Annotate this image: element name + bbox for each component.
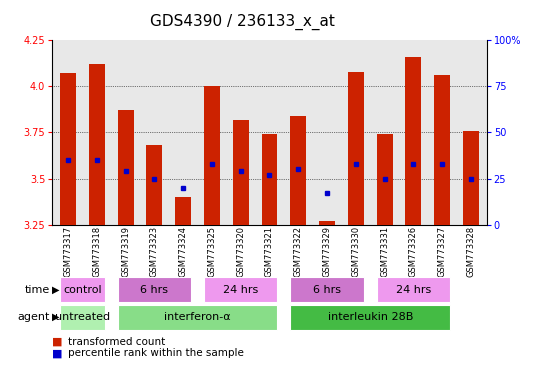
Bar: [405, 57, 421, 225]
Bar: [175, 197, 191, 225]
Text: GDS4390 / 236133_x_at: GDS4390 / 236133_x_at: [150, 13, 334, 30]
Text: ▶: ▶: [52, 285, 59, 295]
Bar: [204, 277, 277, 302]
Bar: [463, 131, 479, 225]
Bar: [290, 116, 306, 225]
Bar: [118, 305, 277, 330]
Bar: [146, 146, 162, 225]
Bar: [319, 221, 335, 225]
Bar: [60, 305, 104, 330]
Bar: [233, 119, 249, 225]
Text: 24 hrs: 24 hrs: [223, 285, 258, 295]
Text: interferon-α: interferon-α: [164, 312, 231, 322]
Text: ■: ■: [52, 337, 63, 347]
Bar: [262, 134, 277, 225]
Text: time: time: [24, 285, 50, 295]
Bar: [204, 86, 220, 225]
Text: interleukin 28B: interleukin 28B: [327, 312, 413, 322]
Text: ■: ■: [52, 348, 63, 358]
Bar: [118, 277, 191, 302]
Text: transformed count: transformed count: [68, 337, 165, 347]
Bar: [89, 64, 104, 225]
Bar: [434, 75, 450, 225]
Text: 6 hrs: 6 hrs: [313, 285, 341, 295]
Bar: [290, 305, 450, 330]
Text: agent: agent: [17, 312, 50, 322]
Text: ▶: ▶: [52, 312, 59, 322]
Bar: [60, 277, 104, 302]
Text: control: control: [63, 285, 102, 295]
Bar: [118, 110, 134, 225]
Bar: [290, 277, 364, 302]
Text: untreated: untreated: [55, 312, 110, 322]
Bar: [60, 73, 76, 225]
Text: 6 hrs: 6 hrs: [140, 285, 168, 295]
Bar: [377, 134, 393, 225]
Text: 24 hrs: 24 hrs: [396, 285, 431, 295]
Bar: [348, 72, 364, 225]
Text: percentile rank within the sample: percentile rank within the sample: [68, 348, 244, 358]
Bar: [377, 277, 450, 302]
